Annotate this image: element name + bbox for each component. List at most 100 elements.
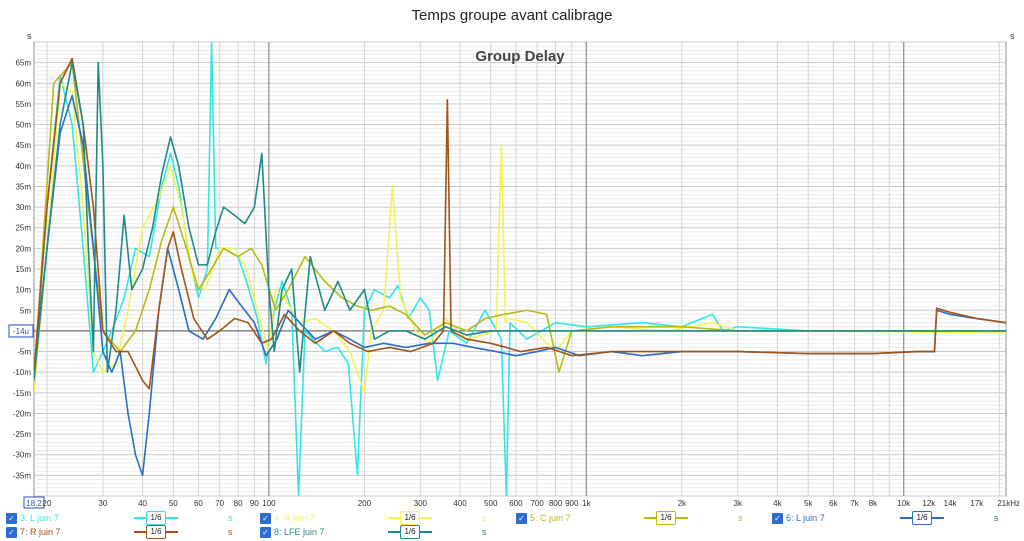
x-tick-label: 800 <box>549 499 563 508</box>
legend-series-name: 7: R juin 7 <box>20 527 61 537</box>
y-cursor-label: -14u <box>13 327 29 336</box>
x-tick-label: 21kHz <box>997 499 1020 508</box>
y-tick-label: 15m <box>15 265 31 274</box>
legend-unit: s <box>228 513 233 523</box>
y-tick-label: 55m <box>15 100 31 109</box>
x-tick-label: 4k <box>773 499 782 508</box>
x-tick-label: 90 <box>250 499 259 508</box>
y-tick-label: -35m <box>13 471 32 480</box>
legend-unit: s <box>994 513 999 523</box>
legend-series-name: 5: C juin 7 <box>530 513 571 523</box>
legend-smoothing-control[interactable]: 1/6 <box>388 525 432 539</box>
legend-unit: s <box>482 513 487 523</box>
y-axis-unit-left: s <box>27 31 32 41</box>
x-tick-label: 8k <box>869 499 878 508</box>
legend: ✓ 3: L juin 7 1/6 s ✓ 4: R juin 7 1/6 s ✓ 5: C ju… <box>0 509 1024 541</box>
window-title: Temps groupe avant calibrage <box>411 7 613 24</box>
legend-unit: s <box>738 513 743 523</box>
series-line-6[interactable] <box>34 61 1006 381</box>
legend-series-name: 8: LFE juin 7 <box>274 527 325 537</box>
y-tick-label: 60m <box>15 79 31 88</box>
x-tick-label: 900 <box>565 499 579 508</box>
legend-smoothing-control[interactable]: 1/6 <box>134 511 178 525</box>
y-tick-label: 65m <box>15 59 31 68</box>
legend-checkbox[interactable]: ✓ <box>6 512 17 524</box>
legend-series-name: 6: L juin 7 <box>786 513 825 523</box>
legend-smoothing-label: 1/6 <box>146 511 166 525</box>
y-tick-label: 50m <box>15 121 31 130</box>
legend-smoothing-control[interactable]: 1/6 <box>388 511 432 525</box>
y-tick-label: 20m <box>15 244 31 253</box>
x-tick-label: 600 <box>509 499 523 508</box>
x-cursor-box <box>23 496 45 509</box>
x-tick-label: 17k <box>970 499 984 508</box>
y-tick-label: -15m <box>13 389 32 398</box>
x-tick-label: 3k <box>734 499 743 508</box>
chart-title: Group Delay <box>475 48 565 65</box>
x-tick-label: 100 <box>262 499 276 508</box>
y-tick-label: 10m <box>15 286 31 295</box>
y-tick-label: -10m <box>13 368 32 377</box>
legend-smoothing-control[interactable]: 1/6 <box>644 511 688 525</box>
y-tick-label: -30m <box>13 451 32 460</box>
legend-checkbox[interactable]: ✓ <box>260 526 271 538</box>
x-tick-label: 5k <box>804 499 813 508</box>
x-tick-label: 80 <box>234 499 243 508</box>
legend-checkbox[interactable]: ✓ <box>772 512 783 524</box>
x-tick-label: 6k <box>829 499 838 508</box>
y-tick-label: 5m <box>20 306 31 315</box>
x-tick-label: 700 <box>530 499 544 508</box>
legend-smoothing-label: 1/6 <box>656 511 676 525</box>
y-tick-label: 35m <box>15 182 31 191</box>
series-line-3[interactable] <box>34 61 1006 381</box>
y-tick-label: 30m <box>15 203 31 212</box>
legend-smoothing-label: 1/6 <box>400 525 420 539</box>
x-tick-label: 60 <box>194 499 203 508</box>
series-line-5[interactable] <box>34 57 1006 390</box>
x-tick-label: 1k <box>582 499 591 508</box>
legend-checkbox[interactable]: ✓ <box>6 526 17 538</box>
x-tick-label: 500 <box>484 499 498 508</box>
legend-series-name: 4: R juin 7 <box>274 513 315 523</box>
x-tick-label: 2k <box>678 499 687 508</box>
y-cursor-box <box>8 324 34 338</box>
legend-smoothing-label: 1/6 <box>400 511 420 525</box>
group-delay-chart[interactable]: 65m 60m 55m 50m 45m 40m 35m 30m 25m 20m 15m 10m 5m -5… <box>0 0 1024 509</box>
y-axis-unit-right: s <box>1010 31 1015 41</box>
legend-checkbox[interactable]: ✓ <box>516 512 527 524</box>
y-tick-label: -20m <box>13 409 32 418</box>
legend-entry-4: ✓ 6: L juin 7 <box>772 511 825 525</box>
x-cursor-label: 18.2 <box>26 499 42 508</box>
legend-entry-6: ✓ 8: LFE juin 7 <box>260 525 325 539</box>
legend-checkbox[interactable]: ✓ <box>260 512 271 524</box>
x-tick-label: 12k <box>922 499 936 508</box>
legend-smoothing-label: 1/6 <box>146 525 166 539</box>
x-tick-label: 50 <box>169 499 178 508</box>
x-tick-label: 40 <box>138 499 147 508</box>
y-tick-label: -25m <box>13 430 32 439</box>
x-tick-label: 14k <box>944 499 958 508</box>
legend-series-name: 3: L juin 7 <box>20 513 59 523</box>
y-tick-label: 45m <box>15 141 31 150</box>
legend-entry-1: ✓ 3: L juin 7 <box>6 511 59 525</box>
x-tick-label: 7k <box>850 499 859 508</box>
y-tick-label: 25m <box>15 224 31 233</box>
x-tick-label: 300 <box>414 499 428 508</box>
y-tick-label: 40m <box>15 162 31 171</box>
y-tick-label: -5m <box>17 348 31 357</box>
x-tick-label: 70 <box>215 499 224 508</box>
legend-entry-3: ✓ 5: C juin 7 <box>516 511 571 525</box>
x-tick-label: 400 <box>453 499 467 508</box>
legend-unit: s <box>482 527 487 537</box>
legend-entry-2: ✓ 4: R juin 7 <box>260 511 315 525</box>
x-tick-label: 10k <box>897 499 911 508</box>
x-tick-label: 200 <box>358 499 372 508</box>
legend-smoothing-label: 1/6 <box>912 511 932 525</box>
series-line-1[interactable] <box>34 42 1006 496</box>
legend-entry-5: ✓ 7: R juin 7 <box>6 525 61 539</box>
legend-smoothing-control[interactable]: 1/6 <box>134 525 178 539</box>
legend-unit: s <box>228 527 233 537</box>
x-tick-label: 30 <box>98 499 107 508</box>
legend-smoothing-control[interactable]: 1/6 <box>900 511 944 525</box>
x-tick-label: 20 <box>43 499 52 508</box>
